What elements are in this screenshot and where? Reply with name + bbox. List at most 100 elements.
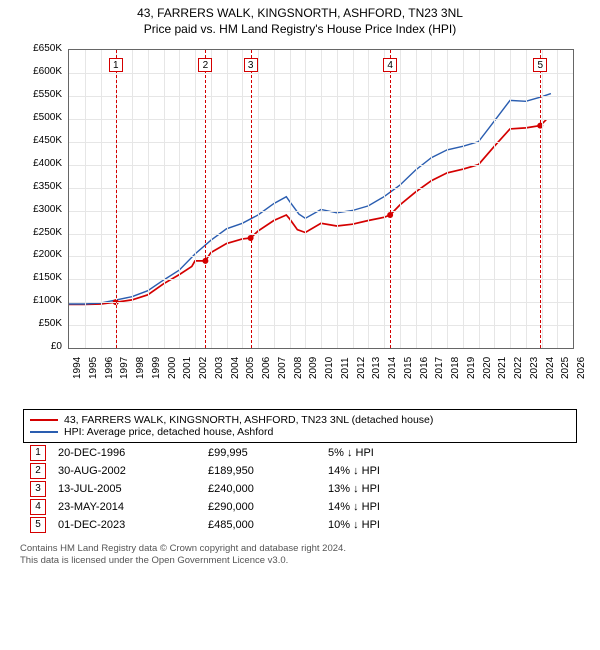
title-line-1: 43, FARRERS WALK, KINGSNORTH, ASHFORD, T… <box>10 6 590 22</box>
transaction-diff: 14% ↓ HPI <box>328 465 448 477</box>
y-tick-label: £200K <box>20 249 62 260</box>
x-tick-label: 2015 <box>403 357 414 379</box>
transaction-row: 230-AUG-2002£189,95014% ↓ HPI <box>30 463 570 479</box>
footer: Contains HM Land Registry data © Crown c… <box>20 543 580 567</box>
y-tick-label: £550K <box>20 89 62 100</box>
transaction-diff: 13% ↓ HPI <box>328 483 448 495</box>
sale-marker-line <box>540 50 541 348</box>
x-tick-label: 2001 <box>182 357 193 379</box>
x-tick-label: 2003 <box>214 357 225 379</box>
gridline-v <box>368 50 369 348</box>
x-tick-label: 1994 <box>72 357 83 379</box>
y-tick-label: £400K <box>20 158 62 169</box>
gridline-v <box>242 50 243 348</box>
gridline-v <box>85 50 86 348</box>
x-tick-label: 2012 <box>356 357 367 379</box>
transaction-diff: 10% ↓ HPI <box>328 519 448 531</box>
gridline-v <box>227 50 228 348</box>
gridline-v <box>290 50 291 348</box>
x-tick-label: 1996 <box>104 357 115 379</box>
x-tick-label: 1995 <box>88 357 99 379</box>
legend: 43, FARRERS WALK, KINGSNORTH, ASHFORD, T… <box>23 409 577 443</box>
sale-marker-box: 2 <box>198 58 212 72</box>
gridline-v <box>179 50 180 348</box>
transaction-number: 3 <box>30 481 46 497</box>
y-tick-label: £500K <box>20 112 62 123</box>
gridline-v <box>101 50 102 348</box>
x-tick-label: 2024 <box>545 357 556 379</box>
gridline-v <box>447 50 448 348</box>
x-tick-label: 1997 <box>119 357 130 379</box>
chart-title: 43, FARRERS WALK, KINGSNORTH, ASHFORD, T… <box>10 6 590 37</box>
y-tick-label: £600K <box>20 66 62 77</box>
legend-row: 43, FARRERS WALK, KINGSNORTH, ASHFORD, T… <box>30 414 570 426</box>
x-tick-label: 2006 <box>261 357 272 379</box>
transaction-diff: 14% ↓ HPI <box>328 501 448 513</box>
transaction-date: 20-DEC-1996 <box>58 447 208 459</box>
gridline-v <box>557 50 558 348</box>
y-tick-label: £0 <box>20 341 62 352</box>
gridline-v <box>526 50 527 348</box>
x-tick-label: 2025 <box>560 357 571 379</box>
transaction-number: 5 <box>30 517 46 533</box>
x-tick-label: 2013 <box>371 357 382 379</box>
gridline-v <box>494 50 495 348</box>
gridline-v <box>321 50 322 348</box>
gridline-v <box>305 50 306 348</box>
x-tick-label: 2005 <box>245 357 256 379</box>
gridline-v <box>164 50 165 348</box>
sale-marker-box: 1 <box>109 58 123 72</box>
gridline-v <box>337 50 338 348</box>
gridline-v <box>400 50 401 348</box>
legend-label: 43, FARRERS WALK, KINGSNORTH, ASHFORD, T… <box>64 414 433 426</box>
y-tick-label: £100K <box>20 295 62 306</box>
legend-row: HPI: Average price, detached house, Ashf… <box>30 426 570 438</box>
page: 43, FARRERS WALK, KINGSNORTH, ASHFORD, T… <box>0 0 600 650</box>
x-tick-label: 2004 <box>230 357 241 379</box>
gridline-v <box>463 50 464 348</box>
transaction-diff: 5% ↓ HPI <box>328 447 448 459</box>
transaction-date: 23-MAY-2014 <box>58 501 208 513</box>
x-tick-label: 2017 <box>434 357 445 379</box>
gridline-v <box>258 50 259 348</box>
sale-marker-line <box>390 50 391 348</box>
y-tick-label: £50K <box>20 318 62 329</box>
sale-marker-box: 5 <box>533 58 547 72</box>
gridline-v <box>274 50 275 348</box>
gridline-v <box>132 50 133 348</box>
title-line-2: Price paid vs. HM Land Registry's House … <box>10 22 590 38</box>
y-tick-label: £650K <box>20 43 62 54</box>
y-tick-label: £250K <box>20 227 62 238</box>
transaction-row: 501-DEC-2023£485,00010% ↓ HPI <box>30 517 570 533</box>
x-tick-label: 2022 <box>513 357 524 379</box>
y-tick-label: £450K <box>20 135 62 146</box>
sale-marker-box: 3 <box>244 58 258 72</box>
transaction-number: 2 <box>30 463 46 479</box>
transaction-price: £240,000 <box>208 483 328 495</box>
legend-swatch <box>30 419 58 421</box>
sale-marker-box: 4 <box>383 58 397 72</box>
footer-line-2: This data is licensed under the Open Gov… <box>20 555 580 567</box>
legend-label: HPI: Average price, detached house, Ashf… <box>64 426 273 438</box>
transaction-date: 30-AUG-2002 <box>58 465 208 477</box>
gridline-v <box>479 50 480 348</box>
x-tick-label: 2018 <box>450 357 461 379</box>
x-tick-label: 2014 <box>387 357 398 379</box>
transaction-date: 13-JUL-2005 <box>58 483 208 495</box>
y-tick-label: £350K <box>20 181 62 192</box>
gridline-v <box>416 50 417 348</box>
series-property <box>69 120 546 305</box>
gridline-v <box>510 50 511 348</box>
chart: 1 2 3 4 5 £0 £50K £100K £150K £200K £250K £300K £35… <box>20 43 580 403</box>
x-tick-label: 2021 <box>497 357 508 379</box>
x-tick-label: 2010 <box>324 357 335 379</box>
x-tick-label: 2002 <box>198 357 209 379</box>
x-tick-label: 2019 <box>466 357 477 379</box>
gridline-v <box>148 50 149 348</box>
transaction-row: 3 13-JUL-2005£240,00013% ↓ HPI <box>30 481 570 497</box>
y-tick-label: £300K <box>20 204 62 215</box>
transaction-row: 423-MAY-2014£290,00014% ↓ HPI <box>30 499 570 515</box>
x-tick-label: 2007 <box>277 357 288 379</box>
transaction-price: £485,000 <box>208 519 328 531</box>
y-tick-label: £150K <box>20 272 62 283</box>
